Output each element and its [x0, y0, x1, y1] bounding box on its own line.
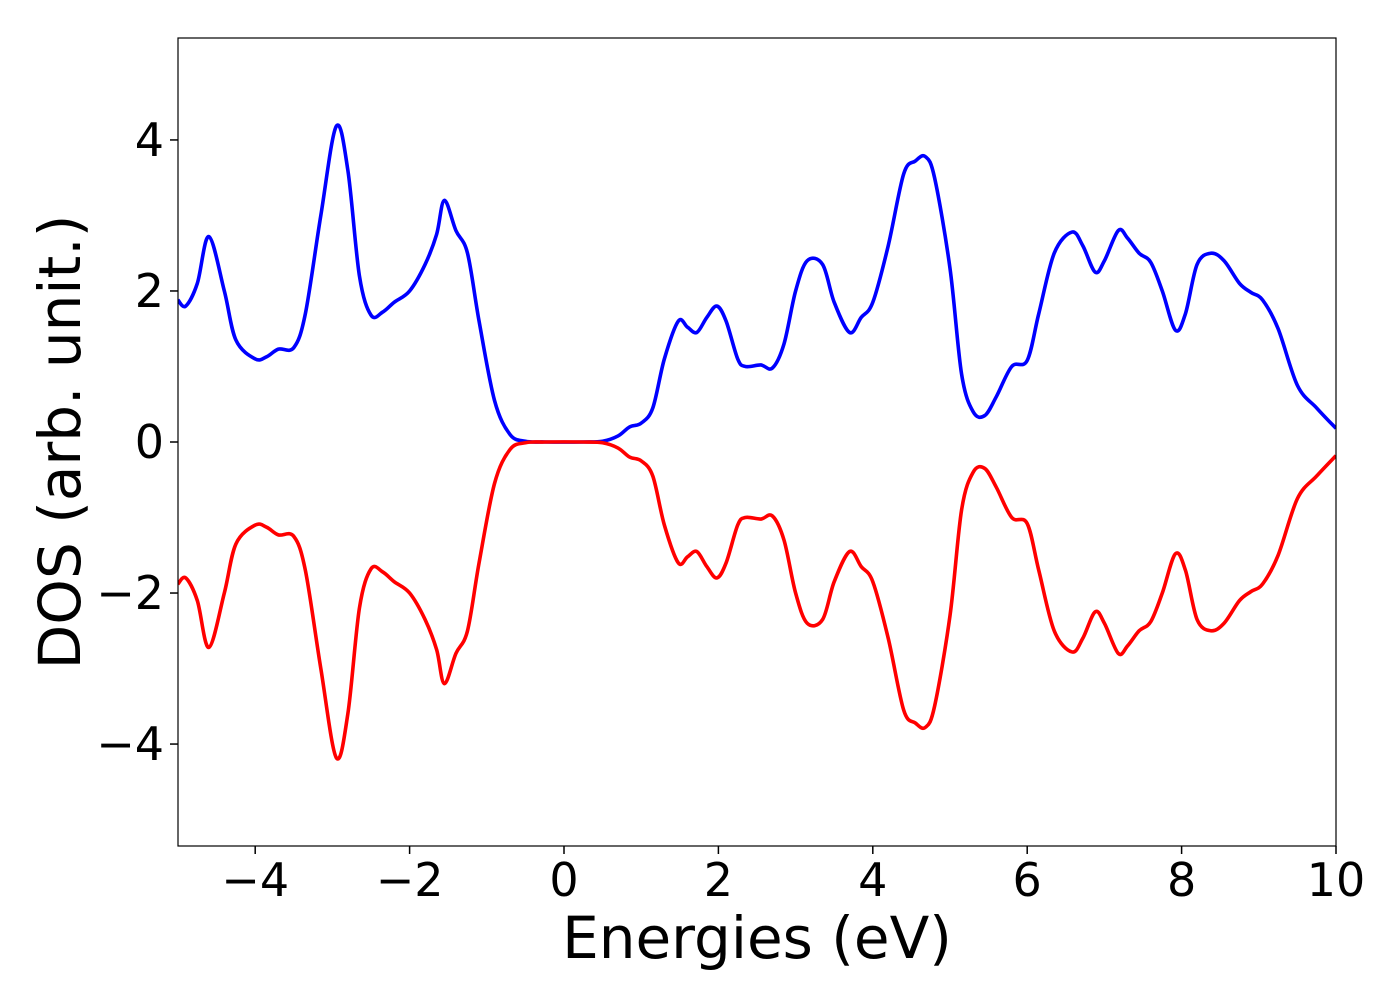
x-tick-label: 8: [1167, 853, 1196, 907]
y-tick-label: −2: [96, 566, 164, 620]
y-tick-label: −4: [96, 717, 164, 771]
y-axis-label: DOS (arb. unit.): [26, 215, 94, 670]
y-tick-label: 0: [135, 415, 164, 469]
x-tick-label: −2: [376, 853, 444, 907]
x-axis-label: Energies (eV): [562, 904, 952, 972]
x-tick-label: 2: [704, 853, 733, 907]
x-tick-label: 10: [1307, 853, 1366, 907]
y-tick-label: 2: [135, 264, 164, 318]
x-tick-label: 4: [858, 853, 887, 907]
dos-line: [178, 440, 1336, 761]
x-tick-label: −4: [221, 853, 289, 907]
dos-line: [178, 123, 1336, 444]
y-tick-label: 4: [135, 113, 164, 167]
plot-lines: [178, 123, 1336, 761]
plot-frame: [177, 37, 1337, 847]
x-tick-label: 6: [1013, 853, 1042, 907]
x-tick-label: 0: [549, 853, 578, 907]
